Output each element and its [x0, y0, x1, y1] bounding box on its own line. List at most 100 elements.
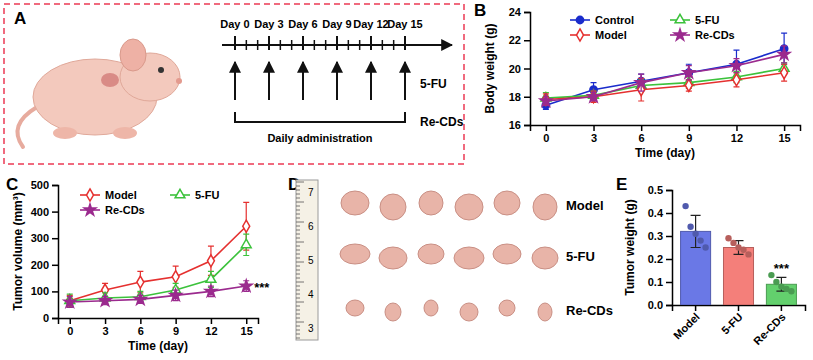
tick-label: Re-CDs — [751, 311, 788, 348]
data-point — [778, 48, 790, 59]
tumor — [341, 191, 369, 215]
row-label: Model — [566, 198, 604, 213]
tick-mark — [52, 265, 58, 267]
data-point — [731, 60, 743, 71]
tumor — [499, 300, 515, 316]
panel-label: C — [6, 175, 18, 194]
x-axis-title: Time (day) — [635, 146, 695, 160]
bar — [766, 284, 796, 305]
tumor — [418, 244, 444, 264]
data-point — [207, 255, 214, 267]
timeline-tick — [325, 40, 327, 50]
ruler-tick — [296, 194, 300, 195]
tick-mark — [524, 97, 530, 99]
tick: 20 — [509, 63, 530, 75]
tick-mark — [738, 305, 740, 311]
legend-marker — [675, 14, 685, 23]
tick-label: 3 — [591, 132, 597, 144]
tumor — [340, 244, 370, 264]
tick-label: 15 — [778, 132, 790, 144]
mouse-tail — [17, 107, 37, 147]
data-point — [64, 296, 76, 307]
legend-marker — [175, 189, 185, 198]
ruler-tick — [296, 314, 300, 315]
ruler-tick — [296, 222, 304, 223]
data-point — [170, 289, 182, 300]
tick-mark — [52, 211, 58, 213]
plot-area — [681, 203, 797, 305]
day-label: Day 3 — [254, 18, 283, 30]
ruler-tick — [296, 190, 300, 191]
ruler-tick — [296, 242, 304, 243]
series-line — [546, 73, 784, 100]
tick-label: 300 — [31, 232, 49, 244]
panel-label: A — [14, 9, 26, 28]
data-point — [730, 240, 736, 246]
tick-label: Model — [671, 311, 702, 342]
ruler-tick — [296, 322, 304, 323]
tick-mark — [105, 318, 107, 324]
tick: Re-CDs — [751, 305, 788, 347]
tick: 15 — [241, 318, 253, 337]
ruler-tick — [296, 286, 300, 287]
tick-mark — [666, 236, 672, 238]
legend-label: 5-FU — [195, 189, 220, 201]
day-label: Day 0 — [220, 18, 249, 30]
day-label: Day 9 — [322, 18, 351, 30]
mouse-eye — [158, 67, 164, 73]
day-label: Day 6 — [288, 18, 317, 30]
tick-mark — [52, 185, 58, 187]
x-axis: 03691215 — [531, 125, 801, 144]
administration-arrow — [404, 62, 406, 100]
data-point — [773, 279, 779, 285]
error-bar — [733, 73, 739, 87]
data-point — [172, 271, 179, 283]
tick-mark — [175, 318, 177, 324]
legend-label: Re-CDs — [105, 204, 145, 216]
data-point — [685, 79, 692, 91]
ruler-tick — [296, 290, 300, 291]
administration-arrow — [336, 62, 338, 100]
ruler-tick — [296, 334, 300, 335]
tick: 0 — [543, 125, 549, 144]
tick: 0.4 — [648, 207, 672, 219]
tick: 18 — [509, 91, 530, 103]
axis-line — [531, 126, 801, 132]
tick-mark — [524, 68, 530, 70]
data-point — [240, 280, 252, 291]
x-axis-title: Time (day) — [128, 339, 188, 353]
series-line — [546, 49, 784, 106]
tumor — [346, 300, 364, 316]
tick-label: 100 — [31, 285, 49, 297]
tick-mark — [781, 305, 783, 311]
timeline-tick — [246, 40, 248, 50]
y-axis: 1618202224 — [509, 6, 531, 131]
ruler-tick — [296, 246, 300, 247]
ruler-tick — [296, 258, 300, 259]
data-point — [540, 95, 552, 106]
administration-arrow — [370, 62, 372, 100]
tick-label: 9 — [173, 325, 179, 337]
timeline-major-tick — [302, 36, 304, 50]
tick: 0 — [67, 318, 73, 337]
tick-mark — [593, 125, 595, 131]
tick-mark — [52, 318, 58, 320]
tick-mark — [666, 190, 672, 192]
tumor — [379, 247, 407, 269]
legend-marker — [87, 189, 94, 201]
tick-label: 18 — [509, 91, 521, 103]
tumor — [533, 194, 557, 220]
day-label: Day 12 — [353, 18, 388, 30]
timeline-tick — [359, 40, 361, 50]
tick: 100 — [31, 285, 58, 297]
legend-label: Control — [595, 14, 634, 26]
ruler-label: 6 — [308, 221, 314, 232]
ruler-tick — [296, 338, 300, 339]
tick-label: 6 — [138, 325, 144, 337]
tick-mark — [641, 125, 643, 131]
tick-mark — [666, 282, 672, 284]
series-line — [546, 69, 784, 99]
timeline-major-tick — [336, 36, 338, 50]
ruler-tick — [296, 234, 300, 235]
tick: 0 — [43, 312, 58, 324]
